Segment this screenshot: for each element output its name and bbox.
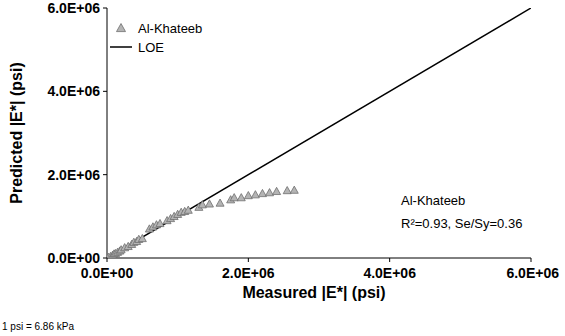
- footnote: 1 psi = 6.86 kPa: [2, 321, 74, 332]
- chart: 0.0E+00 2.0E+06 4.0E+06 6.0E+06 0.0E+00 2.0E+…: [0, 0, 565, 336]
- point: [205, 200, 213, 207]
- annotation: R²=0.93, Se/Sy=0.36: [401, 216, 522, 231]
- point: [138, 234, 146, 241]
- y-tick: [103, 8, 107, 9]
- x-tick-label: 6.0E+06: [506, 265, 559, 281]
- background: [0, 0, 565, 336]
- legend-symbol: [117, 24, 126, 32]
- legend: Al-Khateeb LOE: [110, 21, 202, 55]
- plot-area: [107, 8, 531, 258]
- annotation: Al-Khateeb: [401, 193, 465, 208]
- x-tick: [107, 258, 108, 262]
- point: [273, 187, 281, 194]
- x-tick-label: 2.0E+06: [222, 265, 275, 281]
- y-tick: [103, 174, 107, 175]
- point: [184, 206, 192, 213]
- y-axis: [107, 8, 108, 258]
- y-tick-label: 0.0E+00: [47, 250, 100, 266]
- y-tick-label: 2.0E+06: [47, 167, 100, 183]
- y-tick-label: 6.0E+06: [47, 0, 100, 16]
- y-tick: [103, 258, 107, 259]
- point: [237, 194, 245, 201]
- x-axis: [107, 258, 531, 259]
- point: [283, 187, 291, 194]
- point: [230, 194, 238, 201]
- y-tick-label: 4.0E+06: [47, 83, 100, 99]
- x-tick: [531, 258, 532, 262]
- x-tick: [389, 258, 390, 262]
- x-tick-label: 4.0E+06: [363, 265, 416, 281]
- x-tick-label: 0.0E+00: [81, 265, 134, 281]
- line-series: [107, 8, 531, 258]
- point: [290, 186, 298, 193]
- point: [156, 219, 164, 226]
- legend-label: Al-Khateeb: [138, 21, 202, 36]
- x-axis-title: Measured |E*| (psi): [242, 284, 385, 301]
- legend-symbol: [110, 46, 132, 48]
- x-tick: [248, 258, 249, 262]
- y-tick: [103, 91, 107, 92]
- point: [216, 199, 224, 206]
- y-axis-title: Predicted |E*| (psi): [8, 62, 25, 203]
- legend-label: LOE: [138, 40, 164, 55]
